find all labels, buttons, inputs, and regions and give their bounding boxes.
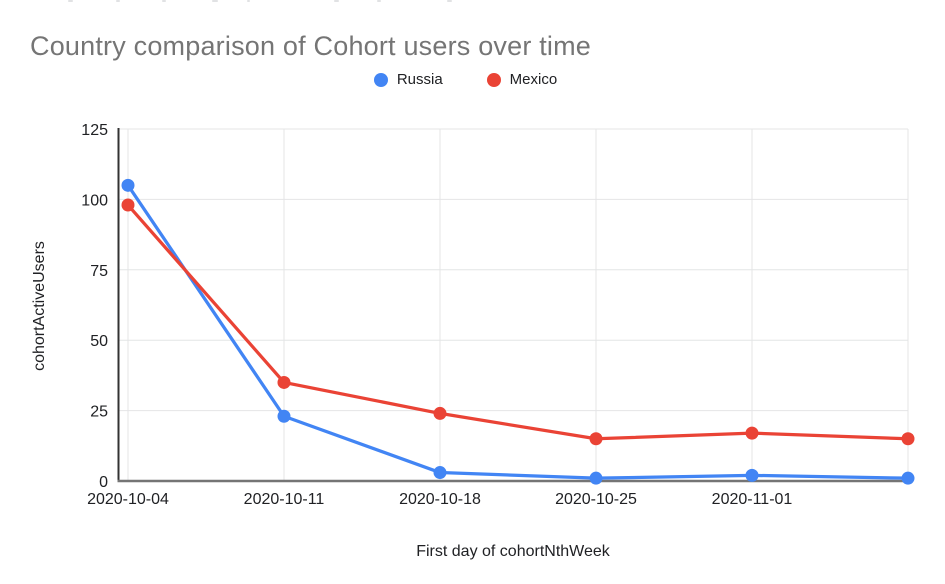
y-tick-label: 25 bbox=[90, 404, 108, 421]
cropped-text-dash bbox=[68, 0, 73, 2]
data-point-mexico-4[interactable] bbox=[745, 426, 759, 440]
cropped-text-dash bbox=[334, 0, 339, 2]
cropped-text-dash bbox=[377, 0, 381, 2]
data-point-russia-2[interactable] bbox=[433, 466, 447, 480]
x-tick-label: 2020-10-04 bbox=[87, 491, 169, 508]
cropped-text-dash bbox=[116, 0, 120, 2]
chart-legend: Russia Mexico bbox=[0, 70, 931, 90]
data-point-mexico-5[interactable] bbox=[901, 432, 915, 446]
cropped-text-dash bbox=[447, 0, 452, 2]
data-point-russia-3[interactable] bbox=[589, 471, 603, 485]
legend-color-dot-icon bbox=[486, 73, 501, 87]
data-point-russia-5[interactable] bbox=[901, 471, 915, 485]
x-axis-title: First day of cohortNthWeek bbox=[416, 543, 611, 560]
legend-label: Russia bbox=[396, 71, 443, 88]
data-point-mexico-3[interactable] bbox=[589, 432, 603, 446]
cropped-text-dash bbox=[212, 0, 218, 2]
series-line-mexico bbox=[126, 203, 910, 441]
data-point-mexico-1[interactable] bbox=[277, 375, 291, 389]
legend-item-russia[interactable]: Russia bbox=[373, 71, 443, 89]
chart-title: Country comparison of Cohort users over … bbox=[30, 31, 592, 61]
y-tick-label: 50 bbox=[90, 333, 108, 350]
data-point-russia-4[interactable] bbox=[745, 468, 759, 482]
cropped-text-dash bbox=[162, 0, 166, 2]
y-tick-label: 0 bbox=[99, 474, 108, 491]
y-tick-label: 125 bbox=[81, 122, 108, 139]
x-tick-label: 2020-11-01 bbox=[712, 491, 793, 508]
data-point-mexico-2[interactable] bbox=[433, 406, 447, 420]
x-tick-label: 2020-10-25 bbox=[555, 491, 637, 508]
data-point-russia-0[interactable] bbox=[121, 178, 135, 192]
x-tick-label: 2020-10-18 bbox=[399, 491, 481, 508]
cropped-text-artifact bbox=[0, 0, 945, 4]
legend-color-dot-icon bbox=[373, 73, 388, 87]
series-line-russia bbox=[126, 183, 910, 480]
y-tick-label: 100 bbox=[81, 192, 108, 209]
y-tick-label: 75 bbox=[90, 263, 108, 280]
x-tick-label: 2020-10-11 bbox=[244, 491, 325, 508]
data-point-mexico-0[interactable] bbox=[121, 198, 135, 212]
y-axis-title: cohortActiveUsers bbox=[31, 241, 48, 371]
data-point-russia-1[interactable] bbox=[277, 409, 291, 423]
legend-item-mexico[interactable]: Mexico bbox=[486, 71, 558, 89]
cropped-text-dash bbox=[247, 0, 250, 2]
legend-label: Mexico bbox=[509, 71, 558, 88]
